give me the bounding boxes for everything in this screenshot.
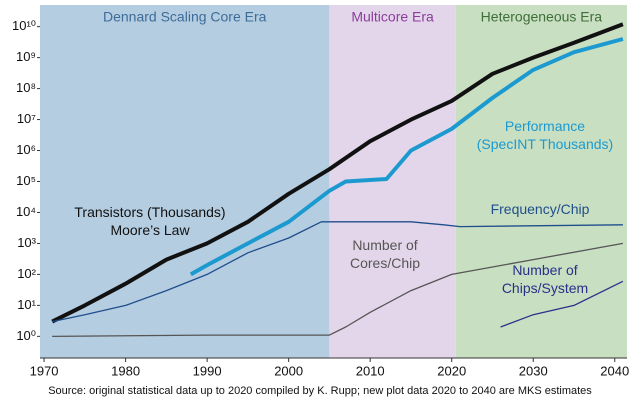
x-tick-label: 2010: [356, 363, 385, 378]
series-line: [52, 221, 623, 323]
series-label-line: Transistors (Thousands): [74, 204, 225, 220]
series-label: Number of Cores/Chip: [350, 237, 420, 271]
series-label-line: Performance: [505, 118, 585, 134]
era-label: Multicore Era: [351, 9, 434, 25]
series-label-line: (SpecINT Thousands): [477, 136, 613, 152]
x-tick-label: 1990: [193, 363, 222, 378]
era-region: [455, 5, 627, 358]
era-label: Dennard Scaling Core Era: [103, 9, 267, 25]
x-tick-label: 1980: [111, 363, 140, 378]
x-tick-label: 2020: [437, 363, 466, 378]
series-label-line: Frequency/Chip: [491, 201, 590, 217]
y-tick-label: 10³: [17, 235, 36, 250]
y-tick-label: 10¹: [17, 297, 36, 312]
series-label-line: Moore’s Law: [110, 222, 190, 238]
x-tick-label: 2040: [600, 363, 629, 378]
y-tick-label: 10⁵: [16, 173, 36, 188]
series-label-line: Number of: [352, 237, 417, 253]
era-label: Heterogeneous Era: [481, 9, 603, 25]
series-label: Performance (SpecINT Thousands): [477, 118, 613, 152]
y-tick-label: 10⁸: [16, 80, 36, 95]
series-label-line: Chips/System: [502, 280, 588, 296]
series-line: [52, 242, 624, 338]
series-label: Number of Chips/System: [502, 262, 588, 296]
x-tick-label: 2000: [274, 363, 303, 378]
series-label: Transistors (Thousands) Moore’s Law: [74, 204, 225, 238]
era-region: [40, 5, 330, 358]
series-line: [500, 280, 624, 328]
series-line: [51, 22, 624, 324]
source-note: Source: original statistical data up to …: [48, 385, 592, 397]
y-tick-label: 10²: [17, 266, 36, 281]
y-tick-label: 10⁴: [16, 204, 36, 219]
series-label-line: Number of: [512, 262, 577, 278]
series-label: Frequency/Chip: [491, 201, 590, 217]
x-tick-label: 2030: [519, 363, 548, 378]
series-label-line: Cores/Chip: [350, 255, 420, 271]
y-tick-label: 10⁷: [17, 111, 36, 126]
x-tick-label: 1970: [30, 363, 59, 378]
series-line: [189, 37, 624, 277]
y-tick-label: 10⁰: [16, 328, 36, 343]
y-tick-label: 10¹⁰: [12, 18, 36, 33]
y-tick-label: 10⁹: [16, 49, 36, 64]
y-tick-label: 10⁶: [16, 142, 36, 157]
